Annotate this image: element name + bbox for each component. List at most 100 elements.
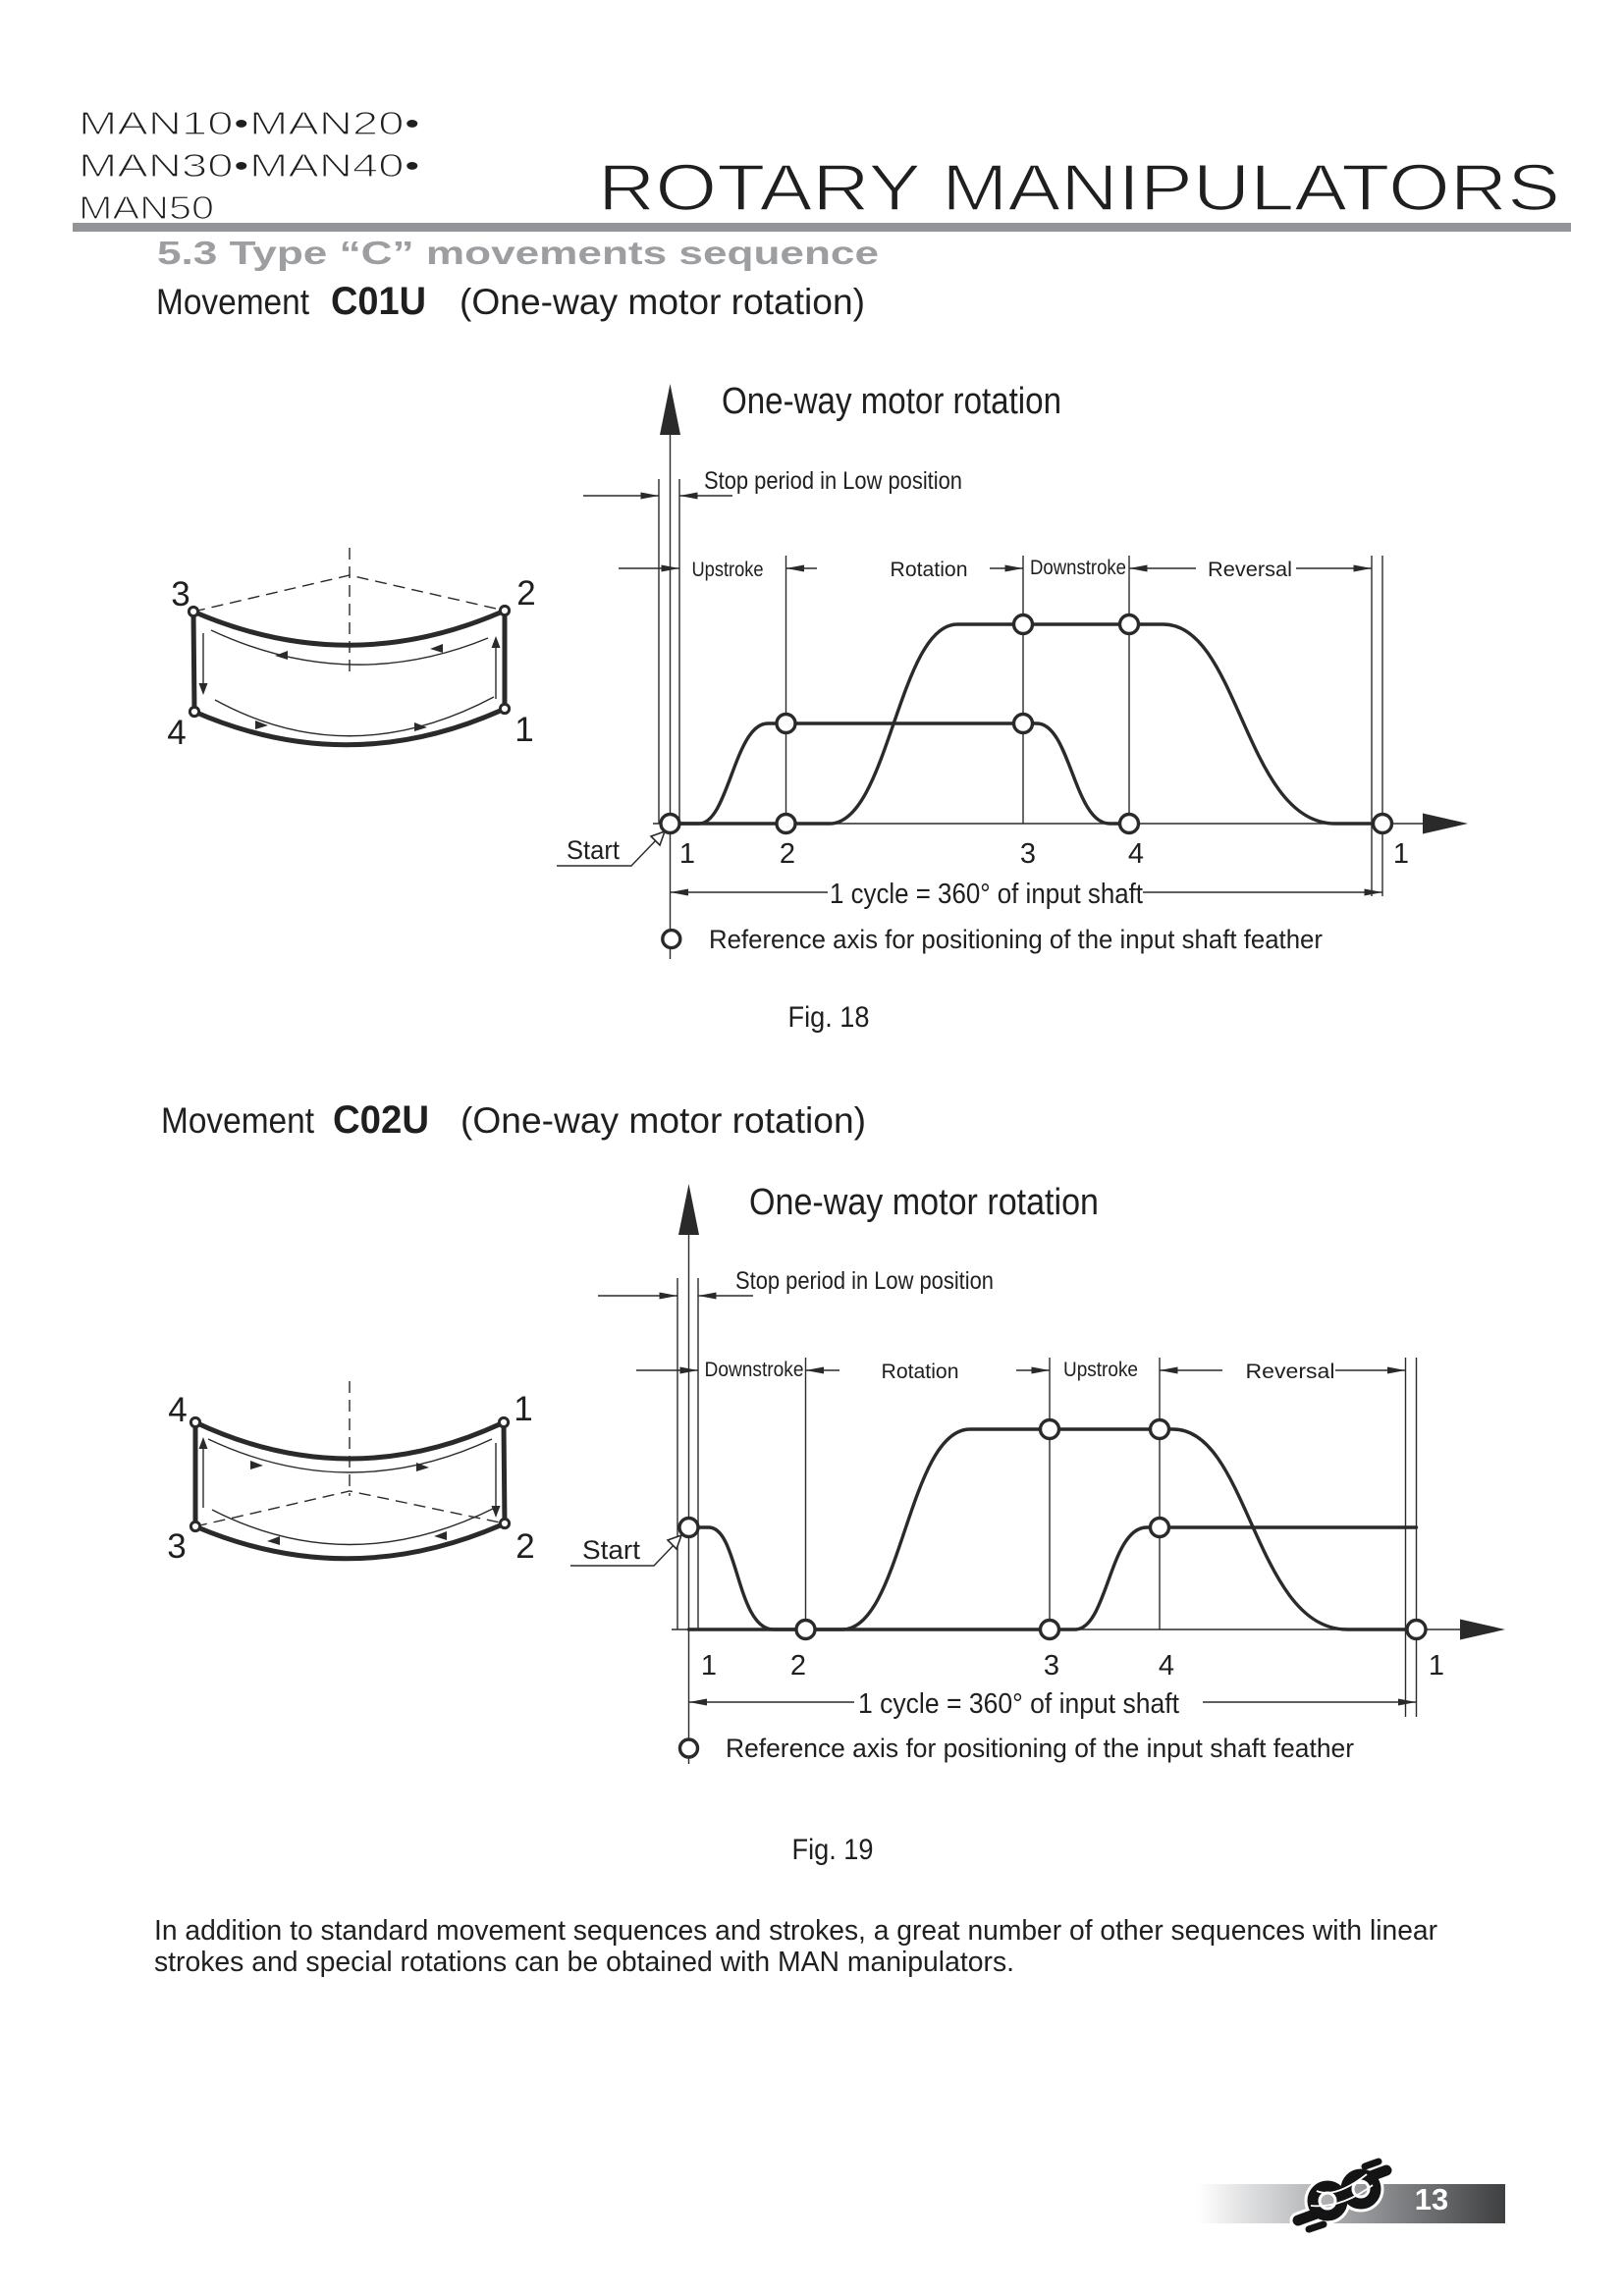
fig19-cycle-label: 1 cycle = 360° of input shaft bbox=[858, 1688, 1179, 1720]
fig18-cycle-dimension: 1 cycle = 360° of input shaft bbox=[670, 879, 1382, 910]
fig18-shape-top-arc bbox=[190, 608, 508, 648]
fig19-tick-1end: 1 bbox=[1429, 1650, 1444, 1682]
fig19-shape-right-edge bbox=[501, 1419, 508, 1526]
fig18-x-axis-arrow-icon bbox=[1423, 813, 1468, 834]
fig19-start-arrow-icon bbox=[666, 1533, 683, 1551]
fig19-legend: Reference axis for positioning of the in… bbox=[677, 1734, 1354, 1763]
fig19-title: One-way motor rotation bbox=[749, 1182, 1099, 1223]
fig19-phase-upstroke: Upstroke bbox=[1063, 1359, 1138, 1381]
fig18-node-4-low bbox=[1117, 812, 1141, 835]
fig19-corner-label-1: 1 bbox=[514, 1390, 532, 1428]
fig19-movement-shape: 4 1 3 2 bbox=[167, 1381, 535, 1566]
header-models-line1: MAN10•MAN20• bbox=[79, 105, 420, 141]
fig18-phase-reversal: Reversal bbox=[1208, 559, 1292, 581]
fig18-node-2-mid bbox=[775, 712, 797, 735]
fig19-arrowhead-top-left-icon bbox=[250, 1461, 263, 1469]
fig19-rotation-curve bbox=[686, 1427, 1419, 1631]
fig18-node-1-low bbox=[659, 812, 681, 835]
fig18-tick-1end: 1 bbox=[1393, 838, 1409, 870]
fig18-phase-upstroke: Upstroke bbox=[692, 559, 764, 581]
fig18-rotation-curve bbox=[668, 622, 1384, 826]
note-line1: In addition to standard movement sequenc… bbox=[154, 1915, 1437, 1947]
fig18-legend-circle-icon bbox=[661, 928, 682, 950]
document-title: ROTARY MANIPULATORS bbox=[598, 151, 1560, 225]
fig18-title: One-way motor rotation bbox=[722, 381, 1061, 422]
fig18-tick-4: 4 bbox=[1128, 838, 1144, 870]
fig19-arrowhead-bottom-right-icon bbox=[434, 1531, 447, 1540]
fig19-arrowhead-up-icon bbox=[198, 1437, 208, 1449]
fig19-shape-top-arc bbox=[192, 1419, 507, 1462]
fig19-node-4-mid bbox=[1148, 1516, 1171, 1539]
fig19-x-axis-arrow-icon bbox=[1460, 1619, 1505, 1640]
fig18-tick-1: 1 bbox=[679, 838, 695, 870]
fig18-node-markers bbox=[659, 613, 1394, 835]
fig18-start-arrow-icon bbox=[649, 829, 667, 847]
fig19-corner-dot-3 bbox=[189, 1520, 202, 1533]
fig19-stroke-curve bbox=[686, 1525, 1419, 1631]
fig18-corner-dot-1 bbox=[498, 702, 512, 716]
fig18-phase-downstroke: Downstroke bbox=[1030, 557, 1126, 579]
fig18-arrowhead-down-icon bbox=[198, 683, 208, 695]
section-heading: 5.3 Type “C” movements sequence bbox=[157, 235, 879, 271]
fig19-rotation-path-arrow-line bbox=[211, 1507, 496, 1546]
fig19-cycle-dimension: 1 cycle = 360° of input shaft bbox=[688, 1688, 1417, 1720]
movement2-label: Movement bbox=[161, 1100, 315, 1141]
fig18-start-label: Start bbox=[567, 835, 620, 865]
fig18-shape-left-edge bbox=[190, 609, 197, 715]
fig18-shape-bottom-arc bbox=[191, 706, 508, 748]
fig19-node-3-high bbox=[1038, 1417, 1061, 1441]
fig19-tick-3: 3 bbox=[1044, 1650, 1059, 1682]
fig18-arrowhead-bottom-left-icon bbox=[255, 721, 268, 729]
fig18-node-3-mid bbox=[1011, 712, 1035, 735]
fig18-tick-numbers: 1 2 3 4 1 bbox=[679, 838, 1409, 870]
fig19-node-1-high bbox=[677, 1516, 700, 1539]
fig18-corner-label-4: 4 bbox=[167, 714, 186, 752]
fig18-cycle-label: 1 cycle = 360° of input shaft bbox=[830, 879, 1143, 910]
fig19-tick-numbers: 1 2 3 4 1 bbox=[701, 1650, 1444, 1682]
fig19-start-callout: Start bbox=[570, 1533, 683, 1567]
header-rule bbox=[73, 223, 1571, 232]
movement1-variant: (One-way motor rotation) bbox=[460, 282, 865, 322]
fig18-arrowhead-top-right-icon bbox=[430, 644, 443, 653]
movement2-title: Movement C02U (One-way motor rotation) bbox=[161, 1098, 866, 1142]
fig19-node-3-low bbox=[1038, 1618, 1061, 1641]
fig19-phase-dimensions: Downstroke Rotation Upstroke Reversal bbox=[636, 1359, 1406, 1383]
fig18-tick-3: 3 bbox=[1020, 838, 1036, 870]
page-footer: 13 bbox=[1197, 2156, 1505, 2235]
fig18-arrowhead-up-icon bbox=[491, 636, 501, 648]
fig18-phase-rotation: Rotation bbox=[891, 559, 968, 581]
fig18-stop-label: Stop period in Low position bbox=[704, 467, 962, 495]
page-header: MAN10•MAN20• MAN30•MAN40• MAN50 ROTARY M… bbox=[73, 104, 1571, 271]
fig19-stop-dimension: Stop period in Low position bbox=[598, 1267, 994, 1300]
fig19-y-axis-arrow-icon bbox=[678, 1184, 699, 1235]
fig19-tick-4: 4 bbox=[1159, 1650, 1174, 1682]
fig19-corner-dot-4 bbox=[189, 1415, 202, 1429]
fig18-node-1end-low bbox=[1371, 812, 1394, 835]
fig19-shape-bottom-arc bbox=[192, 1521, 508, 1562]
footer-page-number: 13 bbox=[1415, 2182, 1448, 2216]
fig18-start-callout: Start bbox=[557, 829, 667, 867]
fig19-legend-label: Reference axis for positioning of the in… bbox=[726, 1734, 1354, 1763]
fig18-arrowhead-bottom-right-icon bbox=[414, 722, 427, 731]
movement1-label: Movement bbox=[156, 282, 310, 322]
fig19-corner-dot-1 bbox=[497, 1415, 511, 1429]
header-models-line2: MAN30•MAN40• bbox=[79, 147, 420, 184]
fig19-shape-hidden-cone bbox=[194, 1490, 506, 1527]
fig18-node-2-low bbox=[775, 812, 797, 835]
fig18-legend: Reference axis for positioning of the in… bbox=[661, 925, 1323, 954]
fig18-tick-2: 2 bbox=[780, 838, 795, 870]
fig19-stop-label: Stop period in Low position bbox=[735, 1267, 994, 1295]
movement2-code: C02U bbox=[333, 1098, 429, 1142]
fig19-phase-rotation: Rotation bbox=[882, 1361, 959, 1383]
fig19-corner-label-3: 3 bbox=[167, 1527, 186, 1566]
fig18-movement-shape: 3 2 4 1 bbox=[167, 548, 536, 752]
fig18-stop-dimension: Stop period in Low position bbox=[583, 467, 962, 500]
fig19-reversal-path-arrow-line bbox=[207, 1438, 493, 1473]
fig18-legend-label: Reference axis for positioning of the in… bbox=[709, 925, 1323, 954]
fig19-phase-reversal: Reversal bbox=[1246, 1361, 1335, 1383]
fig18-corner-label-1: 1 bbox=[514, 711, 533, 749]
fig19-node-4-high bbox=[1148, 1417, 1171, 1441]
note-paragraph: In addition to standard movement sequenc… bbox=[154, 1915, 1437, 1978]
